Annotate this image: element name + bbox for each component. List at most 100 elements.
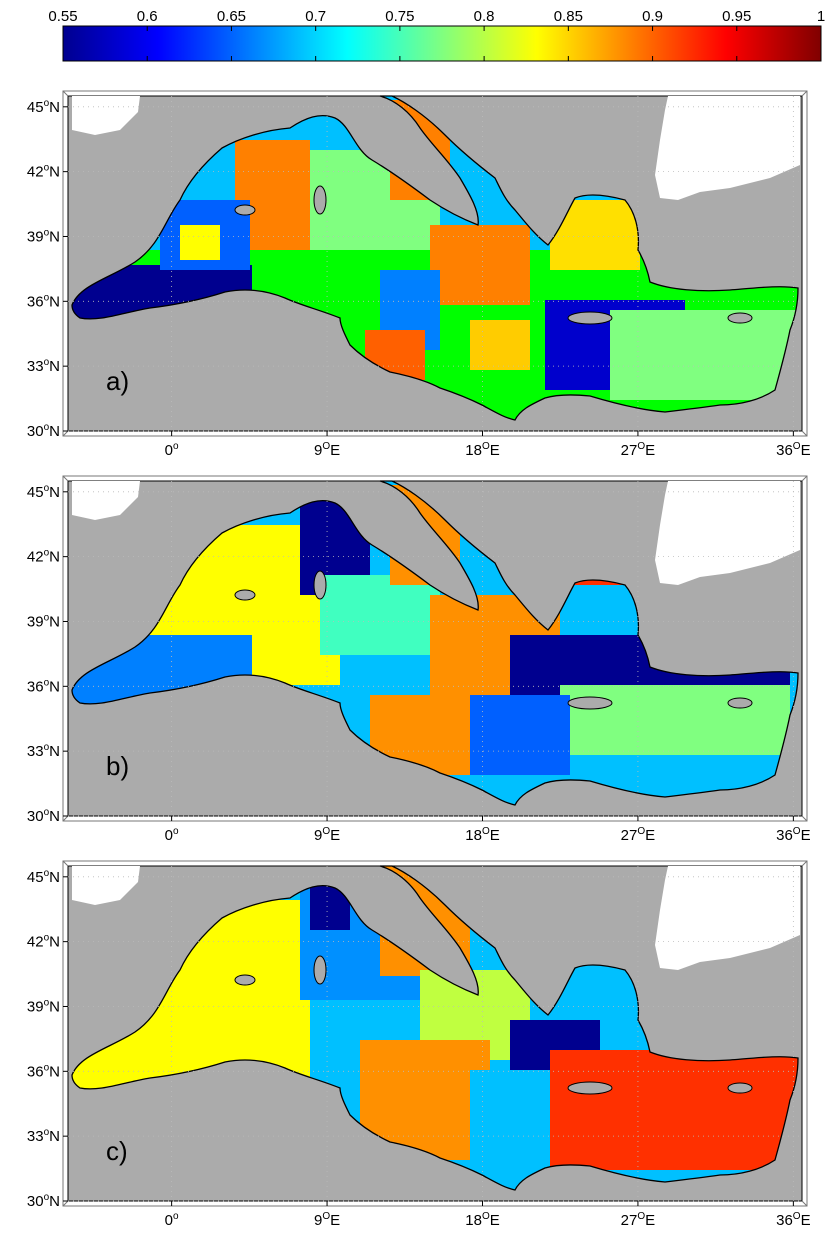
lat-degree: 45: [27, 484, 44, 501]
outside-domain: [655, 96, 800, 200]
hemisphere: E: [645, 827, 655, 844]
lat-tick-label: 42oN: [27, 163, 60, 181]
lat-tick-label: 33oN: [27, 1127, 60, 1145]
hemisphere: N: [49, 484, 60, 501]
lat-degree: 42: [27, 549, 44, 566]
degree-sign: O: [322, 441, 330, 452]
lon-degree: 36: [776, 442, 793, 459]
coastline: [71, 480, 799, 806]
lon-degree: 9: [314, 442, 322, 459]
panel-label: a): [106, 366, 129, 396]
value-zone: [320, 575, 440, 655]
degree-sign: o: [44, 677, 50, 688]
lon-degree: 36: [776, 1212, 793, 1229]
degree-sign: o: [44, 997, 50, 1008]
lat-tick-label: 30oN: [27, 1192, 60, 1210]
island: [727, 697, 753, 709]
hemisphere: E: [801, 827, 811, 844]
lat-tick-label: 30oN: [27, 807, 60, 825]
lat-tick-label: 45oN: [27, 868, 60, 886]
lat-degree: 30: [27, 423, 44, 440]
hemisphere: N: [49, 164, 60, 181]
degree-sign: o: [44, 868, 50, 879]
hemisphere: N: [49, 743, 60, 760]
hemisphere: E: [801, 442, 811, 459]
lat-degree: 30: [27, 1193, 44, 1210]
lon-degree: 0: [165, 827, 173, 844]
island: [727, 1082, 753, 1094]
lon-tick-label: 0o: [165, 826, 179, 844]
lat-tick-label: 45oN: [27, 98, 60, 116]
lon-degree: 27: [621, 442, 638, 459]
island: [313, 570, 327, 600]
degree-sign: O: [637, 441, 645, 452]
degree-sign: o: [44, 483, 50, 494]
lat-degree: 36: [27, 293, 44, 310]
hemisphere: N: [49, 1128, 60, 1145]
lon-tick-label: 18OE: [465, 441, 499, 459]
lon-tick-label: 0o: [165, 1211, 179, 1229]
colorbar-ticks: 0.55 0.6 0.65 0.7 0.75 0.8 0.85 0.9 0.95 1: [48, 8, 825, 61]
outside-domain: [655, 481, 800, 585]
lon-degree: 18: [465, 827, 482, 844]
hemisphere: N: [49, 808, 60, 825]
island: [313, 185, 327, 215]
lon-tick-label: 36OE: [776, 826, 810, 844]
hemisphere: E: [801, 1212, 811, 1229]
degree-sign: o: [44, 422, 50, 433]
lat-tick-label: 33oN: [27, 742, 60, 760]
value-zone: [550, 1050, 798, 1170]
lon-tick-label: 27OE: [621, 1211, 655, 1229]
hemisphere: E: [645, 442, 655, 459]
lon-degree: 18: [465, 1212, 482, 1229]
colorbar-tick-label: 0.7: [305, 8, 326, 25]
frame-edge: [62, 860, 808, 1207]
lat-degree: 36: [27, 678, 44, 695]
hemisphere: N: [49, 934, 60, 951]
island: [567, 696, 613, 710]
coastline: [71, 865, 799, 1191]
island: [567, 311, 613, 325]
degree-sign: o: [44, 227, 50, 238]
colorbar-tick-label: 0.85: [554, 8, 583, 25]
value-zone: [430, 225, 530, 305]
lat-tick-label: 42oN: [27, 933, 60, 951]
outside-domain: [72, 866, 140, 905]
lat-degree: 39: [27, 613, 44, 630]
lat-tick-label: 36oN: [27, 1062, 60, 1080]
island: [234, 204, 256, 216]
degree-sign: o: [44, 807, 50, 818]
colorbar-tick-label: 0.75: [385, 8, 414, 25]
frame-outer: [62, 860, 808, 1207]
lat-degree: 33: [27, 743, 44, 760]
lon-tick-label: 27OE: [621, 441, 655, 459]
island: [234, 589, 256, 601]
colorbar-tick-label: 0.95: [722, 8, 751, 25]
lat-tick-label: 42oN: [27, 548, 60, 566]
lat-degree: 42: [27, 164, 44, 181]
degree-sign: O: [482, 441, 490, 452]
degree-sign: o: [173, 1211, 179, 1222]
lon-degree: 9: [314, 827, 322, 844]
degree-sign: O: [322, 1211, 330, 1222]
lat-tick-label: 45oN: [27, 483, 60, 501]
degree-sign: O: [482, 826, 490, 837]
lon-degree: 0: [165, 442, 173, 459]
island: [313, 955, 327, 985]
hemisphere: E: [330, 442, 340, 459]
colorbar-tick-label: 0.55: [48, 8, 77, 25]
degree-sign: o: [44, 742, 50, 753]
colorbar-tick-label: 0.9: [642, 8, 663, 25]
lat-tick-label: 36oN: [27, 292, 60, 310]
lon-tick-label: 9OE: [314, 441, 340, 459]
value-zone: [470, 1070, 550, 1160]
lat-degree: 45: [27, 99, 44, 116]
island: [234, 974, 256, 986]
lon-tick-label: 27OE: [621, 826, 655, 844]
lat-degree: 33: [27, 358, 44, 375]
lat-degree: 39: [27, 998, 44, 1015]
degree-sign: o: [44, 1192, 50, 1203]
degree-sign: O: [793, 441, 801, 452]
